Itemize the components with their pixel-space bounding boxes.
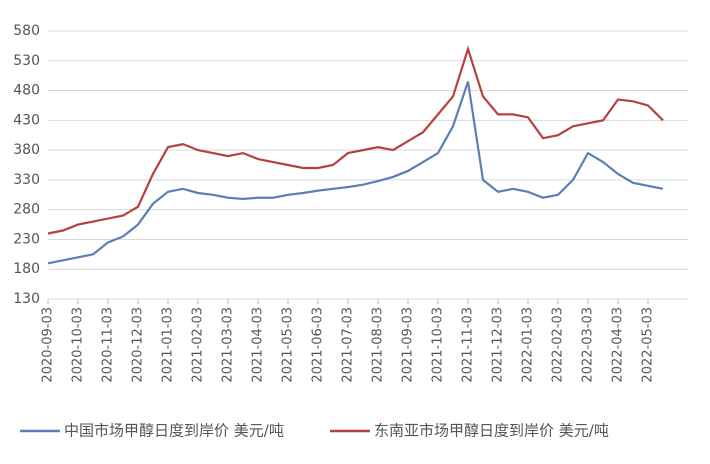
y-tick-label: 480 bbox=[13, 83, 40, 99]
legend-label: 东南亚市场甲醇日度到岸价 美元/吨 bbox=[374, 422, 609, 440]
x-tick-label: 2020-12-03 bbox=[131, 307, 146, 383]
y-tick-label: 530 bbox=[13, 53, 40, 69]
y-tick-label: 280 bbox=[13, 202, 40, 218]
y-tick-label: 380 bbox=[13, 142, 40, 158]
x-tick-label: 2022-04-03 bbox=[611, 307, 626, 383]
x-tick-label: 2022-05-03 bbox=[641, 307, 656, 383]
x-tick-label: 2021-01-03 bbox=[161, 307, 176, 383]
legend-label: 中国市场甲醇日度到岸价 美元/吨 bbox=[64, 422, 284, 440]
x-tick-label: 2020-11-03 bbox=[101, 307, 116, 383]
x-tick-label: 2021-04-03 bbox=[251, 307, 266, 383]
x-tick-label: 2020-09-03 bbox=[41, 307, 56, 383]
series-line bbox=[47, 81, 664, 265]
x-tick-label: 2021-05-03 bbox=[281, 307, 296, 383]
y-tick-label: 230 bbox=[13, 231, 40, 247]
x-tick-label: 2021-02-03 bbox=[191, 307, 206, 383]
y-tick-label: 580 bbox=[13, 23, 40, 39]
x-tick-label: 2021-06-03 bbox=[311, 307, 326, 383]
x-tick-label: 2022-03-03 bbox=[581, 307, 596, 383]
x-tick-label: 2021-07-03 bbox=[341, 307, 356, 383]
x-tick-label: 2022-01-03 bbox=[521, 307, 536, 383]
y-tick-label: 430 bbox=[13, 112, 40, 128]
x-tick-label: 2021-10-03 bbox=[431, 307, 446, 383]
y-tick-label: 180 bbox=[13, 261, 40, 277]
x-tick-label: 2021-11-03 bbox=[461, 307, 476, 383]
x-tick-label: 2022-02-03 bbox=[551, 307, 566, 383]
y-tick-label: 130 bbox=[13, 291, 40, 307]
x-tick-label: 2020-10-03 bbox=[71, 307, 86, 383]
x-tick-label: 2021-08-03 bbox=[371, 307, 386, 383]
series-line bbox=[47, 45, 664, 235]
x-tick-label: 2021-09-03 bbox=[401, 307, 416, 383]
x-tick-label: 2021-12-03 bbox=[491, 307, 506, 383]
x-tick-label: 2021-03-03 bbox=[221, 307, 236, 383]
y-tick-label: 330 bbox=[13, 172, 40, 188]
